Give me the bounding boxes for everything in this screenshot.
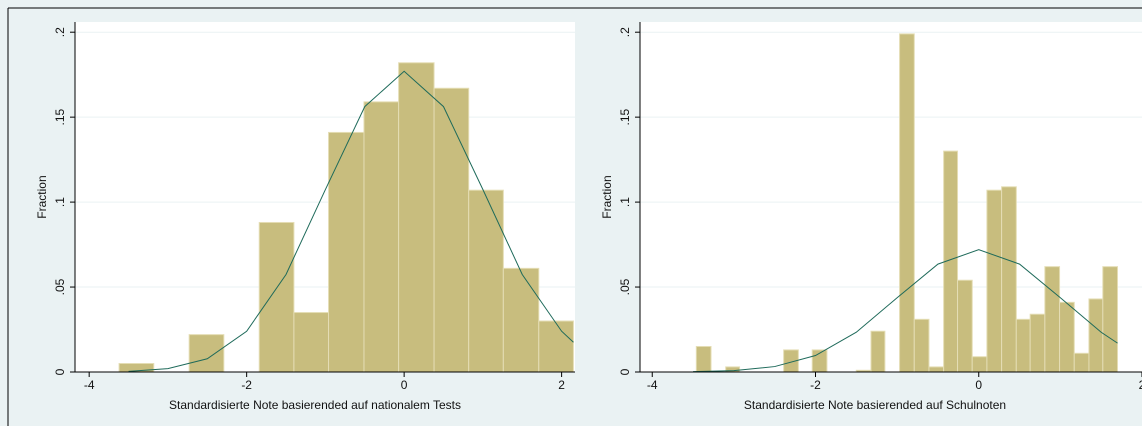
y-tick-label: .2 (53, 27, 67, 37)
bar (538, 320, 574, 373)
y-tick-label: .15 (618, 108, 632, 125)
bar (502, 267, 540, 373)
bar (695, 346, 712, 373)
bar (188, 334, 225, 373)
y-tick-label: 0 (618, 368, 632, 375)
x-tick-label: -4 (84, 378, 95, 392)
bar (433, 87, 470, 373)
bar (913, 318, 930, 373)
bar (1001, 186, 1017, 373)
y-axis-title: Fraction (35, 175, 49, 218)
x-tick-label: -2 (810, 378, 821, 392)
bar (899, 33, 915, 373)
bar (398, 62, 435, 373)
x-axis-title: Standardisierte Note basierended auf Sch… (744, 398, 1006, 412)
x-tick-label: 0 (401, 378, 408, 392)
density-curve (128, 70, 574, 372)
x-tick-label: -4 (647, 378, 658, 392)
bar (870, 330, 886, 373)
bar (293, 312, 330, 373)
bar (928, 366, 945, 373)
bar (1044, 266, 1061, 373)
bar (1029, 313, 1046, 373)
bar (1088, 298, 1104, 373)
bar (1073, 352, 1090, 373)
y-tick-label: 0 (53, 368, 67, 375)
bar (1015, 318, 1031, 373)
y-tick-label: .05 (618, 278, 632, 295)
density-curve (693, 249, 1118, 373)
x-axis-title: Standardisierte Note basierended auf nat… (169, 398, 461, 412)
y-tick-label: .1 (53, 197, 67, 207)
bar (1059, 301, 1075, 373)
bar (363, 101, 400, 373)
x-tick-label: 0 (975, 378, 982, 392)
y-axis-title: Fraction (600, 175, 614, 218)
bar (957, 279, 973, 373)
bar (468, 189, 504, 373)
y-tick-label: .1 (618, 197, 632, 207)
x-tick-label: 2 (1139, 378, 1142, 392)
bar (1102, 266, 1119, 373)
x-tick-label: -2 (241, 378, 252, 392)
y-tick-label: .2 (618, 27, 632, 37)
y-tick-label: .15 (53, 108, 67, 125)
bar (258, 221, 295, 373)
bar (986, 189, 1003, 373)
bar (328, 131, 365, 373)
x-tick-label: 2 (558, 378, 565, 392)
bar (971, 356, 988, 373)
y-tick-label: .05 (53, 278, 67, 295)
